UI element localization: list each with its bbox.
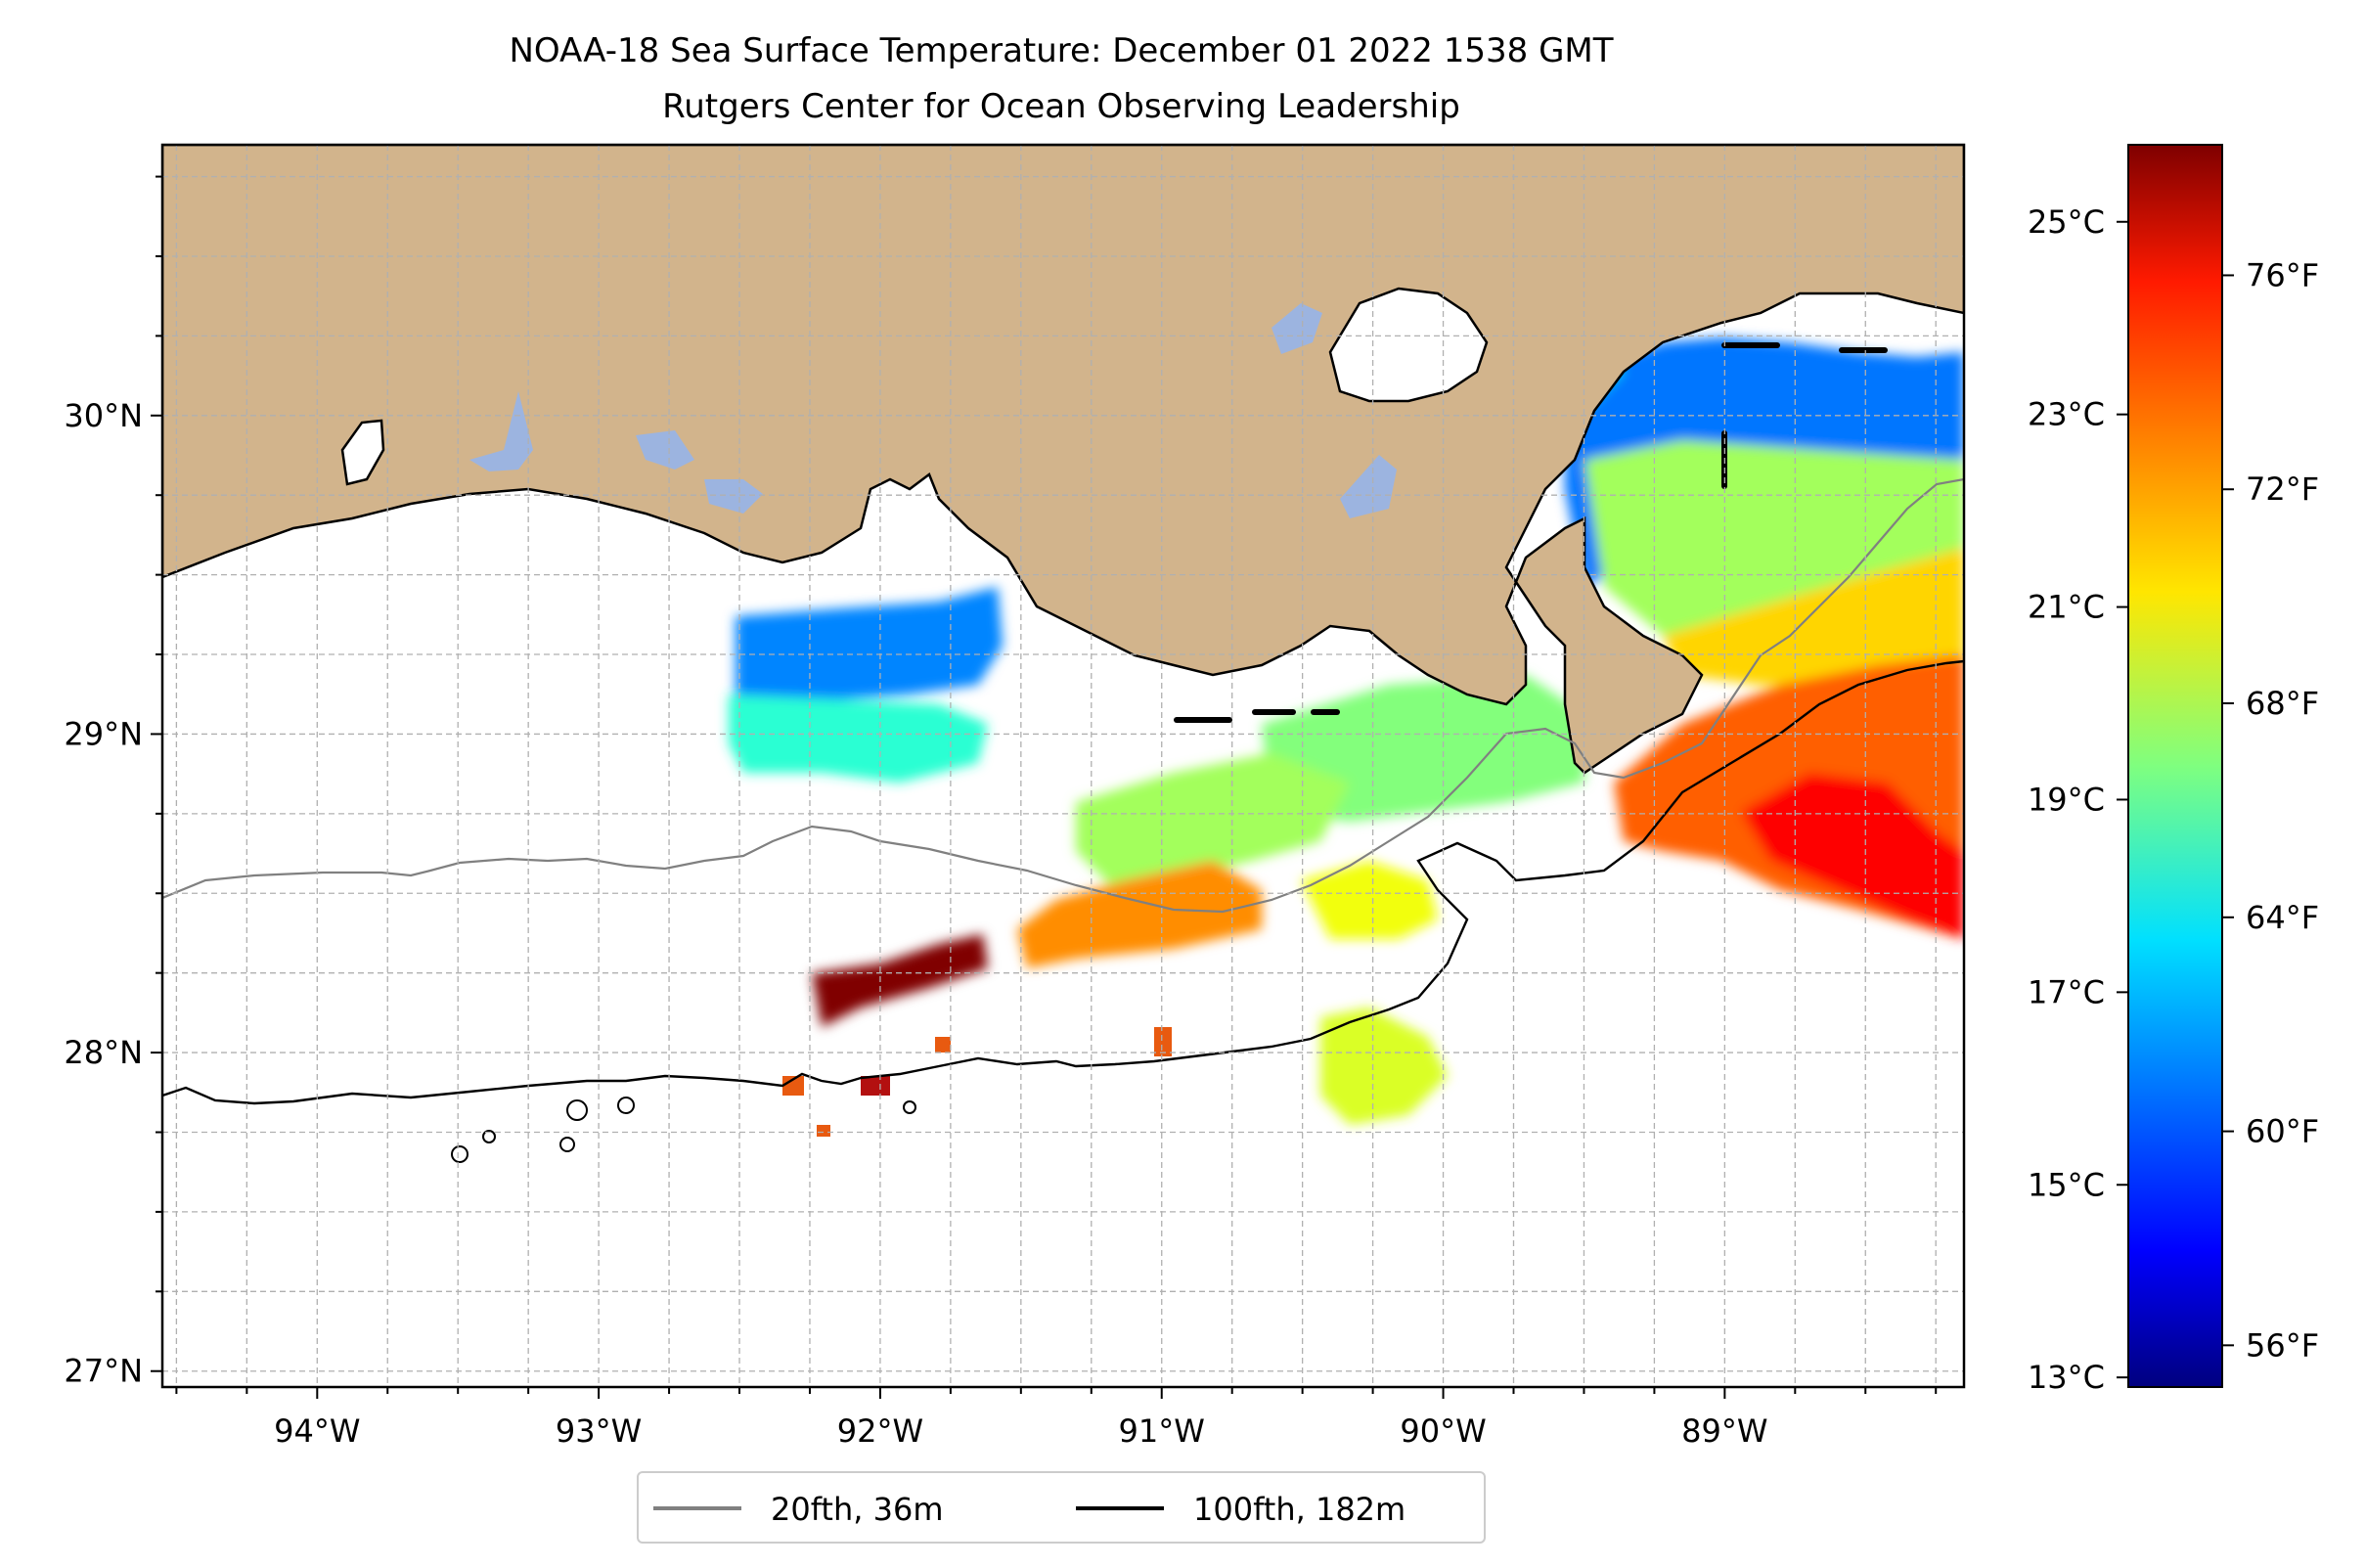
lake-pontchartrain — [1328, 287, 1489, 403]
calcasieu-lake — [340, 419, 385, 486]
celsius-tick-label: 15°C — [2028, 1166, 2105, 1203]
title-line-1: NOAA-18 Sea Surface Temperature: Decembe… — [509, 31, 1613, 70]
shelf-islands — [451, 1097, 916, 1163]
colorbar: 13°C 15°C 17°C 19°C 21°C 23°C 25°C 56°F 60°F 64°… — [2028, 144, 2319, 1396]
fahrenheit-tick-label: 64°F — [2246, 899, 2319, 936]
lon-tick-label: 92°W — [837, 1412, 923, 1450]
celsius-tick-label: 19°C — [2028, 781, 2105, 818]
title-line-2: Rutgers Center for Ocean Observing Leade… — [662, 87, 1460, 126]
celsius-tick-label: 17°C — [2028, 973, 2105, 1010]
legend-label-20fth: 20fth, 36m — [771, 1491, 943, 1528]
lat-tick-label: 29°N — [64, 715, 143, 752]
sst-patch-east-red — [1741, 773, 1964, 939]
legend-box — [637, 1471, 1486, 1544]
lon-tick-label: 89°W — [1681, 1412, 1767, 1450]
sst-hot-spots — [782, 1027, 1172, 1137]
isobath-legend: 20fth, 36m 100fth, 182m — [637, 1471, 1486, 1544]
isobath-100fth — [162, 659, 1964, 1105]
celsius-tick-label: 13°C — [2028, 1359, 2105, 1396]
map-gridlines — [162, 145, 1964, 1387]
fahrenheit-tick-label: 56°F — [2246, 1326, 2319, 1364]
lon-tick-label: 93°W — [556, 1412, 642, 1450]
sst-patch-central-yellow-green — [1076, 753, 1350, 890]
sst-patch-west-cyan — [729, 694, 988, 783]
lon-tick-label: 91°W — [1119, 1412, 1205, 1450]
lat-tick-label: 30°N — [64, 397, 143, 434]
longitude-axis: 94°W 93°W 92°W 91°W 90°W 89°W — [175, 1387, 1938, 1450]
lat-tick-label: 28°N — [64, 1034, 143, 1071]
fahrenheit-tick-label: 76°F — [2246, 256, 2319, 293]
celsius-tick-label: 23°C — [2028, 396, 2105, 433]
legend-label-100fth: 100fth, 182m — [1193, 1491, 1406, 1528]
lon-tick-label: 94°W — [274, 1412, 360, 1450]
sst-patch-mid-yellow — [1301, 861, 1438, 939]
sst-patch-west-blue — [736, 587, 1003, 704]
inland-lakes — [469, 303, 1397, 518]
celsius-tick-label: 25°C — [2028, 203, 2105, 241]
latitude-axis: 27°N 28°N 29°N 30°N — [64, 175, 162, 1390]
lon-tick-label: 90°W — [1400, 1412, 1486, 1450]
colorbar-celsius-axis: 13°C 15°C 17°C 19°C 21°C 23°C 25°C — [2028, 203, 2128, 1396]
map-frame — [160, 143, 1966, 1389]
fahrenheit-tick-label: 60°F — [2246, 1113, 2319, 1150]
sst-patch-south-yellow — [1320, 1008, 1448, 1125]
colorbar-fahrenheit-axis: 56°F 60°F 64°F 68°F 72°F 76°F — [2222, 256, 2319, 1364]
sst-patch-west-dark-red — [812, 934, 988, 1027]
map-plot-area — [162, 145, 1964, 1387]
sst-patch-east-cyan — [1584, 440, 1964, 636]
sst-patch-west-orange — [1017, 861, 1262, 968]
celsius-tick-label: 21°C — [2028, 589, 2105, 626]
fahrenheit-tick-label: 72°F — [2246, 470, 2319, 508]
fahrenheit-tick-label: 68°F — [2246, 685, 2319, 722]
sst-patch-east-green — [1663, 548, 1964, 685]
isobath-20fth — [162, 477, 1964, 914]
lat-tick-label: 27°N — [64, 1353, 143, 1390]
colorbar-gradient — [2127, 144, 2223, 1388]
